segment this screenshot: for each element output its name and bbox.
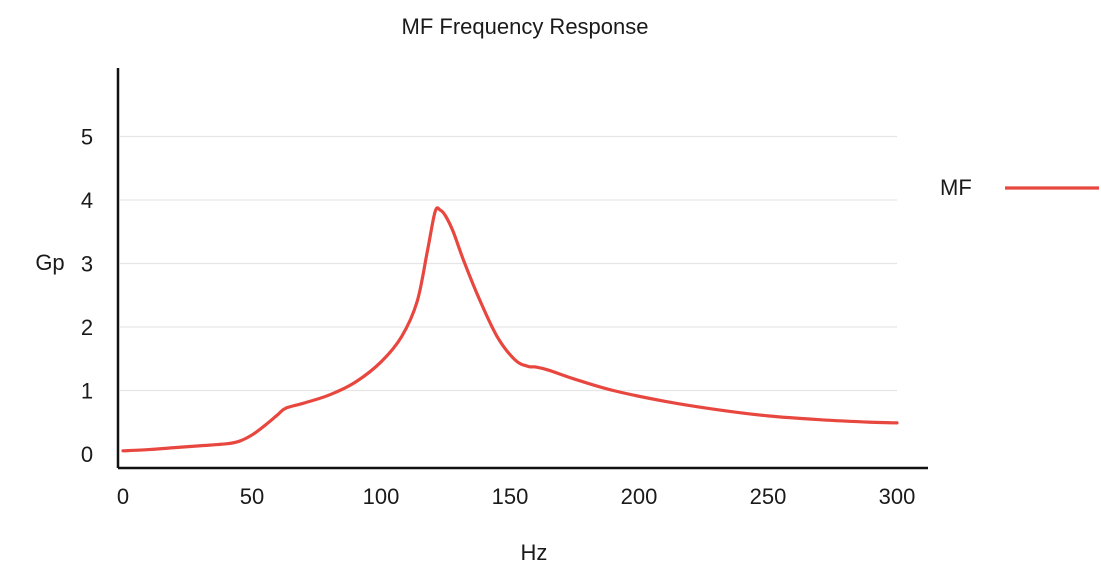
y-tick-label: 5 [81,125,93,150]
x-tick-label: 100 [363,484,400,509]
x-tick-label: 0 [117,484,129,509]
x-axis-label: Hz [521,540,548,565]
y-tick-label: 0 [81,442,93,467]
x-axis-ticks: 0 50 100 150 200 250 300 [117,484,915,509]
x-tick-label: 50 [240,484,264,509]
y-tick-label: 4 [81,188,93,213]
legend: MF [940,175,1099,200]
grid [120,135,897,392]
y-tick-label: 2 [81,315,93,340]
x-tick-label: 200 [621,484,658,509]
y-axis-label: Gp [35,250,64,275]
x-tick-label: 150 [492,484,529,509]
series-line-mf [121,206,899,453]
y-axis-ticks: 0 1 2 3 4 5 [81,125,93,468]
chart-title: MF Frequency Response [402,14,649,39]
x-tick-label: 250 [750,484,787,509]
x-tick-label: 300 [879,484,916,509]
legend-label-mf: MF [940,175,972,200]
y-tick-label: 1 [81,379,93,404]
y-tick-label: 3 [81,252,93,277]
